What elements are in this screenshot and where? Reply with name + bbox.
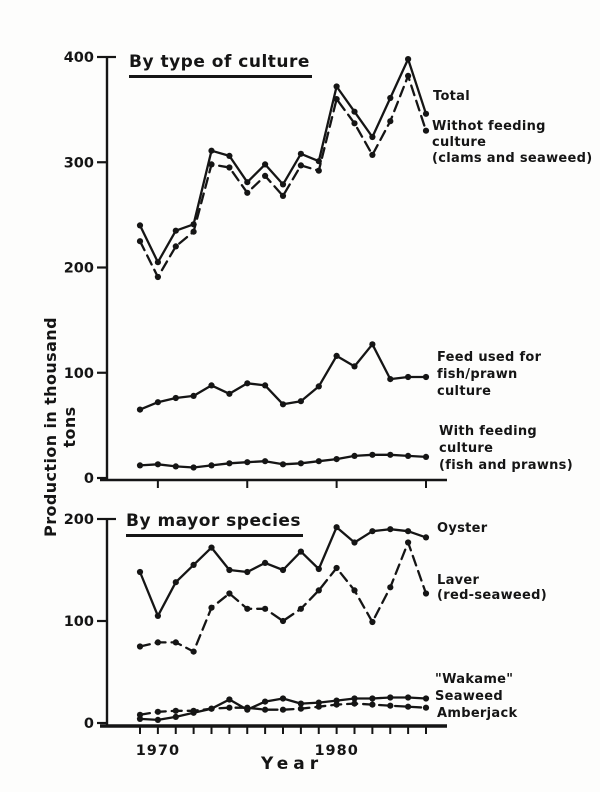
- series-label-line: (clams and seaweed): [432, 151, 593, 166]
- svg-text:1970: 1970: [136, 743, 180, 759]
- series-label-line: Feed used for: [437, 350, 542, 365]
- svg-text:100: 100: [64, 614, 94, 630]
- series-label-without-feeding: Withot feeding culture (clams and seawee…: [432, 119, 592, 167]
- svg-text:0: 0: [84, 716, 94, 732]
- series-label-line: "Wakame": [435, 672, 514, 687]
- x-axis-title: Year: [261, 754, 324, 774]
- series-label-line: Amberjack: [437, 706, 518, 721]
- series-label-line: culture: [437, 384, 492, 399]
- series-label-line: culture: [432, 135, 487, 150]
- svg-text:100: 100: [64, 366, 94, 382]
- series-label-line: With feeding: [439, 424, 538, 439]
- series-label-laver: Laver (red-seaweed): [437, 573, 547, 603]
- series-label-line: Oyster: [437, 521, 488, 536]
- series-label-line: fish/prawn: [437, 367, 518, 382]
- panel-bottom-title: By mayor species: [126, 511, 304, 537]
- series-label-feed-used: Feed used for fish/prawn culture: [437, 349, 541, 400]
- series-label-line: (fish and prawns): [439, 458, 573, 473]
- series-label-line: (red-seaweed): [437, 588, 547, 603]
- series-label-line: Total: [433, 89, 471, 104]
- series-label-with-feeding: With feeding culture (fish and prawns): [439, 423, 573, 474]
- series-label-line: Withot feeding: [432, 119, 546, 134]
- series-label-line: culture: [439, 441, 494, 456]
- series-label-wakame: "Wakame" Seaweed: [435, 671, 513, 705]
- svg-text:0: 0: [84, 471, 94, 487]
- svg-text:200: 200: [64, 512, 94, 528]
- series-label-amberjack: Amberjack: [437, 706, 517, 722]
- series-label-line: Laver: [437, 573, 480, 588]
- svg-text:200: 200: [64, 261, 94, 277]
- series-label-line: Seaweed: [435, 689, 504, 704]
- svg-text:300: 300: [64, 155, 94, 171]
- series-label-total: Total: [433, 89, 470, 105]
- panel-top-title: By type of culture: [129, 52, 312, 78]
- y-axis-title: Production in thousand tons: [41, 317, 79, 537]
- svg-text:400: 400: [64, 50, 94, 66]
- series-label-oyster: Oyster: [437, 521, 488, 537]
- svg-text:1980: 1980: [314, 743, 358, 759]
